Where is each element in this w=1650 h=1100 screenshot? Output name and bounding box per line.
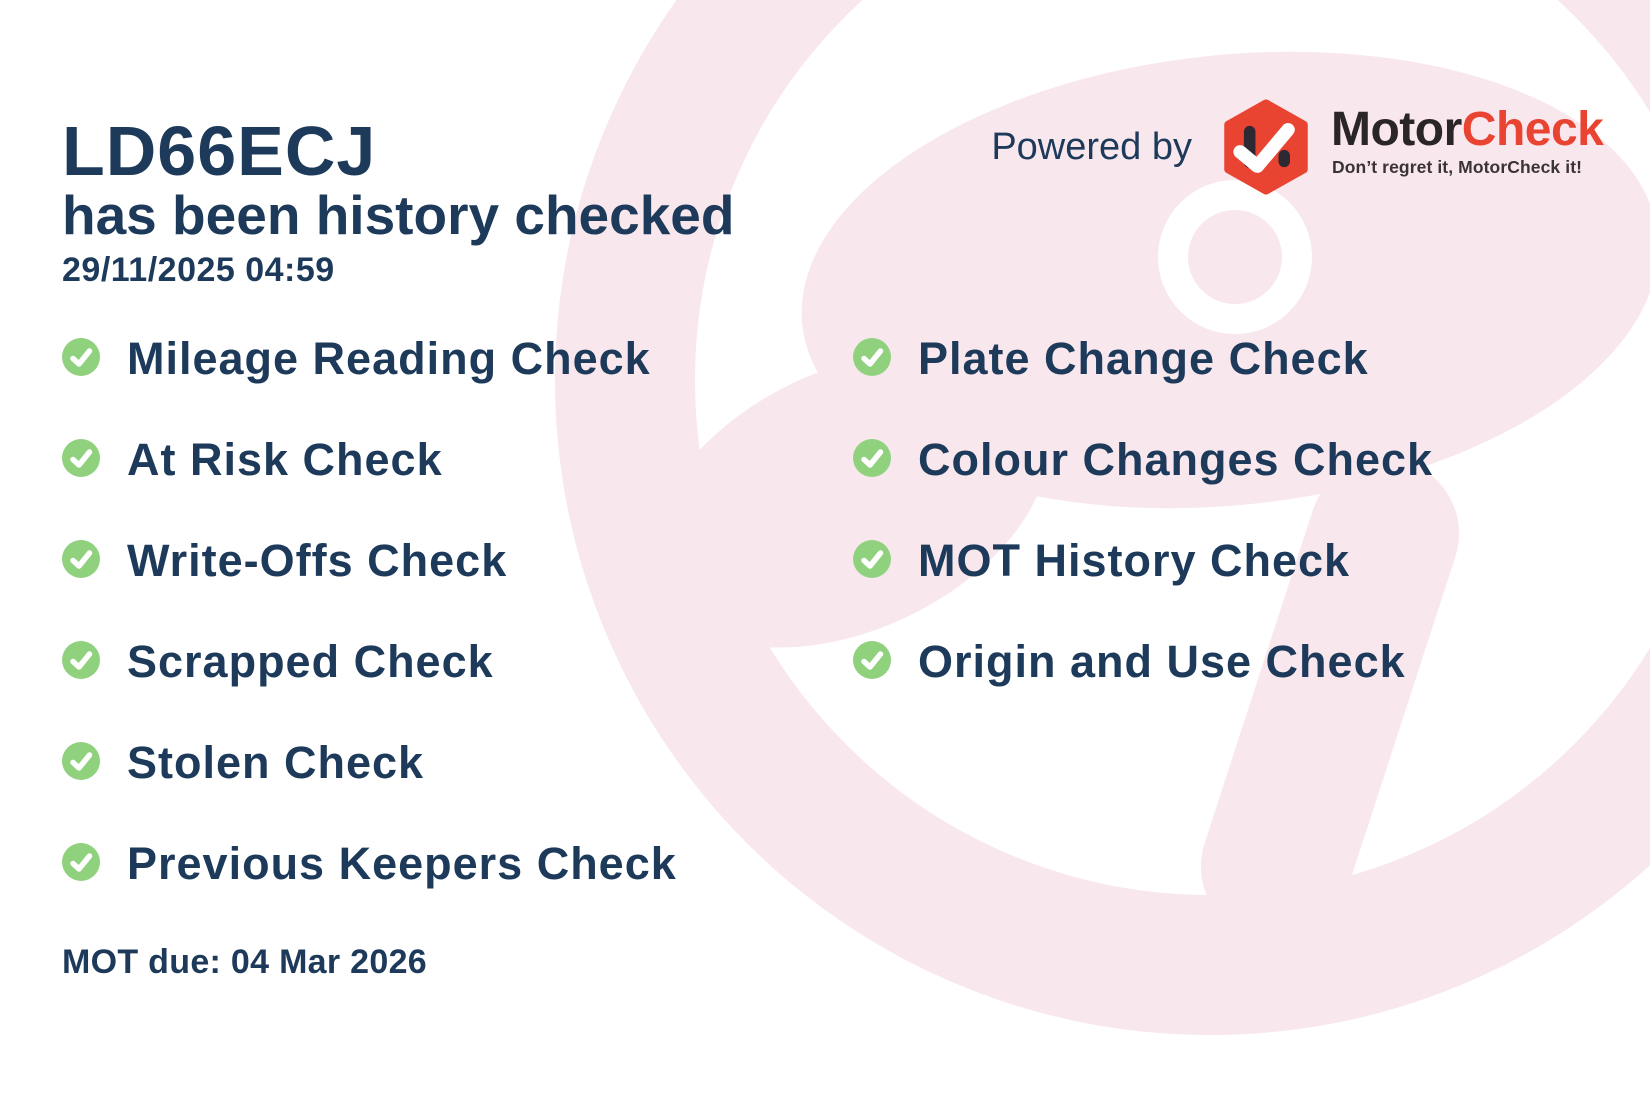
motorcheck-hexagon-logo-icon	[1224, 99, 1308, 195]
check-row-mot-history: MOT History Check	[853, 538, 1350, 583]
check-label: Colour Changes Check	[918, 433, 1434, 485]
brand-wordmark-check: Check	[1461, 103, 1604, 156]
check-label: Previous Keepers Check	[127, 837, 677, 889]
brand-wordmark: MotorCheck	[1331, 103, 1604, 156]
check-label: Mileage Reading Check	[127, 332, 651, 384]
mot-due-date: MOT due: 04 Mar 2026	[62, 943, 428, 981]
check-row-stolen: Stolen Check	[62, 740, 424, 785]
check-label: Scrapped Check	[127, 635, 494, 687]
check-label: Plate Change Check	[918, 332, 1369, 384]
check-label: MOT History Check	[918, 534, 1351, 586]
check-circle-icon	[62, 742, 100, 780]
brand-tagline: Don’t regret it, MotorCheck it!	[1332, 157, 1583, 177]
check-circle-icon	[62, 540, 100, 578]
check-timestamp: 29/11/2025 04:59	[62, 251, 335, 289]
check-row-colour-changes: Colour Changes Check	[853, 437, 1433, 482]
check-circle-icon	[62, 843, 100, 881]
check-row-plate-change: Plate Change Check	[853, 336, 1369, 381]
check-label: At Risk Check	[127, 433, 443, 485]
check-label: Origin and Use Check	[918, 635, 1406, 687]
check-circle-icon	[62, 338, 100, 376]
check-circle-icon	[853, 439, 891, 477]
check-circle-icon	[853, 338, 891, 376]
vehicle-registration: LD66ECJ	[62, 112, 377, 190]
check-row-scrapped: Scrapped Check	[62, 639, 494, 684]
check-circle-icon	[853, 540, 891, 578]
powered-by-label: Powered by	[991, 126, 1192, 168]
check-label: Stolen Check	[127, 736, 425, 788]
check-row-previous-keepers: Previous Keepers Check	[62, 841, 677, 886]
check-row-at-risk: At Risk Check	[62, 437, 443, 482]
hub-ring	[1158, 180, 1312, 334]
check-row-write-offs: Write-Offs Check	[62, 538, 507, 583]
check-circle-icon	[62, 439, 100, 477]
check-label: Write-Offs Check	[127, 534, 508, 586]
check-circle-icon	[62, 641, 100, 679]
check-row-mileage-reading: Mileage Reading Check	[62, 336, 651, 381]
check-row-origin-and-use: Origin and Use Check	[853, 639, 1406, 684]
brand-wordmark-motor: Motor	[1331, 103, 1462, 156]
check-circle-icon	[853, 641, 891, 679]
certificate-subtitle: has been history checked	[62, 184, 735, 246]
